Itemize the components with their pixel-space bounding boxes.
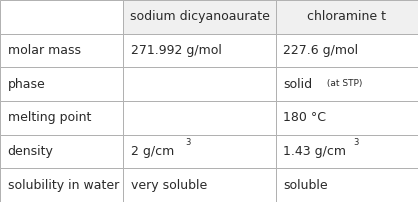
Text: molar mass: molar mass <box>8 44 81 57</box>
Bar <box>276 34 418 67</box>
Bar <box>276 168 418 202</box>
Text: 227.6 g/mol: 227.6 g/mol <box>283 44 359 57</box>
Bar <box>0 67 123 101</box>
Bar <box>276 67 418 101</box>
Bar <box>123 67 276 101</box>
Text: solubility in water: solubility in water <box>8 179 119 192</box>
Bar <box>0 101 123 135</box>
Text: soluble: soluble <box>283 179 328 192</box>
Text: very soluble: very soluble <box>131 179 207 192</box>
Text: chloramine t: chloramine t <box>308 10 386 23</box>
Bar <box>276 135 418 168</box>
Text: solid: solid <box>283 78 313 91</box>
Text: density: density <box>8 145 54 158</box>
Text: 271.992 g/mol: 271.992 g/mol <box>131 44 222 57</box>
Bar <box>0 168 123 202</box>
Bar <box>123 34 276 67</box>
Text: 3: 3 <box>353 138 358 147</box>
Bar <box>0 135 123 168</box>
Text: 180 °C: 180 °C <box>283 111 326 124</box>
Bar <box>123 0 276 34</box>
Text: phase: phase <box>8 78 45 91</box>
Text: 3: 3 <box>185 138 190 147</box>
Bar <box>0 0 123 34</box>
Text: 2 g/cm: 2 g/cm <box>131 145 174 158</box>
Text: sodium dicyanoaurate: sodium dicyanoaurate <box>130 10 270 23</box>
Bar <box>123 168 276 202</box>
Text: melting point: melting point <box>8 111 91 124</box>
Bar <box>276 101 418 135</box>
Bar <box>276 0 418 34</box>
Bar <box>123 135 276 168</box>
Text: (at STP): (at STP) <box>324 79 362 87</box>
Bar <box>0 34 123 67</box>
Bar <box>123 101 276 135</box>
Text: 1.43 g/cm: 1.43 g/cm <box>283 145 347 158</box>
